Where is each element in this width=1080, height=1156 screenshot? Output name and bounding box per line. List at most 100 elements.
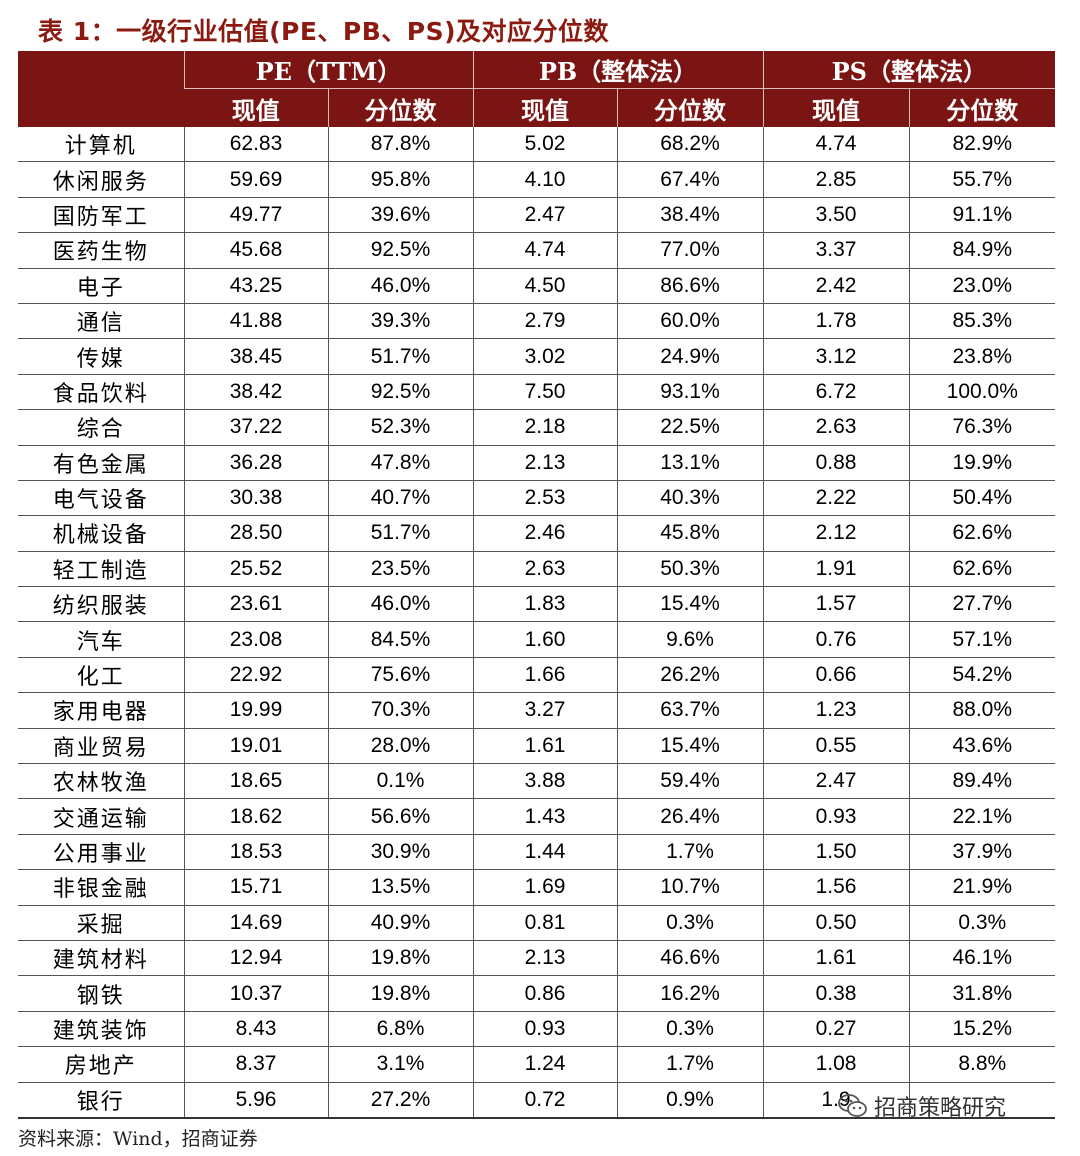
ps-value-cell: 2.22 — [762, 480, 909, 517]
ps-percentile-cell: 15.2% — [908, 1011, 1056, 1048]
pb-percentile-cell: 68.2% — [616, 127, 763, 163]
pb-value-cell: 4.74 — [472, 232, 617, 269]
ps-value-cell: 2.63 — [762, 409, 909, 446]
pb-value-cell: 4.10 — [472, 161, 617, 198]
industry-name: 纺织服装 — [18, 586, 184, 623]
ps-value-cell: 2.85 — [762, 161, 909, 198]
pe-percentile-cell: 3.1% — [327, 1046, 473, 1083]
ps-percentile-cell — [908, 1082, 1056, 1119]
table-row: 传媒 38.45 51.7% 3.02 24.9% 3.12 23.8% — [18, 338, 1056, 375]
pe-value-cell: 10.37 — [183, 975, 328, 1012]
pb-percentile-cell: 26.2% — [616, 657, 763, 694]
header-ps: PS（整体法） — [762, 51, 1056, 89]
pb-percentile-cell: 13.1% — [616, 445, 763, 481]
pb-value-cell: 0.81 — [472, 905, 617, 941]
industry-name: 综合 — [18, 409, 184, 446]
table-row: 机械设备 28.50 51.7% 2.46 45.8% 2.12 62.6% — [18, 515, 1056, 552]
header-pb-pct: 分位数 — [616, 88, 763, 127]
pe-percentile-cell: 30.9% — [327, 834, 473, 871]
valuation-table: PE（TTM） PB（整体法） PS（整体法） 现值 分位数 现值 分位数 现值… — [18, 51, 1056, 1119]
pb-value-cell: 3.27 — [472, 692, 617, 729]
pb-percentile-cell: 93.1% — [616, 374, 763, 411]
pb-percentile-cell: 0.9% — [616, 1082, 763, 1119]
table-row: 纺织服装 23.61 46.0% 1.83 15.4% 1.57 27.7% — [18, 586, 1056, 623]
ps-value-cell: 0.50 — [762, 905, 909, 941]
ps-percentile-cell: 55.7% — [908, 161, 1056, 198]
table-row: 计算机 62.83 87.8% 5.02 68.2% 4.74 82.9% — [18, 127, 1056, 163]
pb-percentile-cell: 59.4% — [616, 763, 763, 800]
header-pe-pct: 分位数 — [327, 88, 473, 127]
ps-value-cell: 3.12 — [762, 338, 909, 375]
pb-percentile-cell: 40.3% — [616, 480, 763, 517]
industry-name: 建筑装饰 — [18, 1011, 184, 1048]
table-row: 采掘 14.69 40.9% 0.81 0.3% 0.50 0.3% — [18, 905, 1056, 941]
industry-name: 房地产 — [18, 1046, 184, 1083]
ps-value-cell: 2.42 — [762, 268, 909, 304]
pe-value-cell: 5.96 — [183, 1082, 328, 1119]
pe-value-cell: 19.01 — [183, 728, 328, 765]
table-row: 汽车 23.08 84.5% 1.60 9.6% 0.76 57.1% — [18, 621, 1056, 658]
ps-value-cell: 1.50 — [762, 834, 909, 871]
header-sub-row: 现值 分位数 现值 分位数 现值 分位数 — [18, 88, 1056, 127]
ps-value-cell: 1.08 — [762, 1046, 909, 1083]
ps-value-cell: 3.37 — [762, 232, 909, 269]
pb-percentile-cell: 9.6% — [616, 621, 763, 658]
pb-value-cell: 2.63 — [472, 551, 617, 588]
pb-value-cell: 0.72 — [472, 1082, 617, 1119]
wechat-icon — [838, 1093, 868, 1119]
pe-percentile-cell: 84.5% — [327, 621, 473, 658]
industry-name: 商业贸易 — [18, 728, 184, 765]
pe-percentile-cell: 23.5% — [327, 551, 473, 588]
pb-value-cell: 2.53 — [472, 480, 617, 517]
table-row: 休闲服务 59.69 95.8% 4.10 67.4% 2.85 55.7% — [18, 161, 1056, 198]
pe-percentile-cell: 40.9% — [327, 905, 473, 941]
ps-percentile-cell: 43.6% — [908, 728, 1056, 765]
header-pe: PE（TTM） — [183, 51, 473, 89]
table-row: 银行 5.96 27.2% 0.72 0.9% 1.9 — [18, 1082, 1056, 1119]
ps-percentile-cell: 100.0% — [908, 374, 1056, 411]
pe-value-cell: 28.50 — [183, 515, 328, 552]
table-row: 电子 43.25 46.0% 4.50 86.6% 2.42 23.0% — [18, 268, 1056, 304]
pb-percentile-cell: 22.5% — [616, 409, 763, 446]
ps-percentile-cell: 50.4% — [908, 480, 1056, 517]
pb-value-cell: 1.43 — [472, 798, 617, 835]
pb-value-cell: 1.66 — [472, 657, 617, 694]
pe-percentile-cell: 51.7% — [327, 515, 473, 552]
ps-percentile-cell: 27.7% — [908, 586, 1056, 623]
pe-percentile-cell: 51.7% — [327, 338, 473, 375]
pe-percentile-cell: 19.8% — [327, 975, 473, 1012]
pb-value-cell: 2.13 — [472, 445, 617, 481]
pe-value-cell: 36.28 — [183, 445, 328, 481]
ps-percentile-cell: 76.3% — [908, 409, 1056, 446]
pe-value-cell: 62.83 — [183, 127, 328, 163]
pe-percentile-cell: 6.8% — [327, 1011, 473, 1048]
table-row: 交通运输 18.62 56.6% 1.43 26.4% 0.93 22.1% — [18, 798, 1056, 835]
table-row: 非银金融 15.71 13.5% 1.69 10.7% 1.56 21.9% — [18, 869, 1056, 906]
pe-value-cell: 49.77 — [183, 197, 328, 234]
pe-value-cell: 23.61 — [183, 586, 328, 623]
pb-value-cell: 2.79 — [472, 303, 617, 340]
ps-value-cell: 3.50 — [762, 197, 909, 234]
ps-percentile-cell: 62.6% — [908, 515, 1056, 552]
pb-value-cell: 1.61 — [472, 728, 617, 765]
pb-value-cell: 1.69 — [472, 869, 617, 906]
industry-name: 食品饮料 — [18, 374, 184, 411]
table-row: 建筑装饰 8.43 6.8% 0.93 0.3% 0.27 15.2% — [18, 1011, 1056, 1048]
ps-value-cell: 1.56 — [762, 869, 909, 906]
pe-value-cell: 15.71 — [183, 869, 328, 906]
pe-value-cell: 25.52 — [183, 551, 328, 588]
pe-percentile-cell: 95.8% — [327, 161, 473, 198]
table-row: 钢铁 10.37 19.8% 0.86 16.2% 0.38 31.8% — [18, 975, 1056, 1012]
watermark: 招商策略研究 — [838, 1090, 1006, 1122]
pe-percentile-cell: 56.6% — [327, 798, 473, 835]
pb-percentile-cell: 24.9% — [616, 338, 763, 375]
header-corner — [18, 51, 184, 127]
ps-value-cell: 4.74 — [762, 127, 909, 163]
table-row: 化工 22.92 75.6% 1.66 26.2% 0.66 54.2% — [18, 657, 1056, 694]
pe-value-cell: 18.62 — [183, 798, 328, 835]
pb-percentile-cell: 38.4% — [616, 197, 763, 234]
ps-value-cell: 1.61 — [762, 940, 909, 977]
pb-percentile-cell: 67.4% — [616, 161, 763, 198]
table-row: 家用电器 19.99 70.3% 3.27 63.7% 1.23 88.0% — [18, 692, 1056, 729]
pe-percentile-cell: 39.3% — [327, 303, 473, 340]
